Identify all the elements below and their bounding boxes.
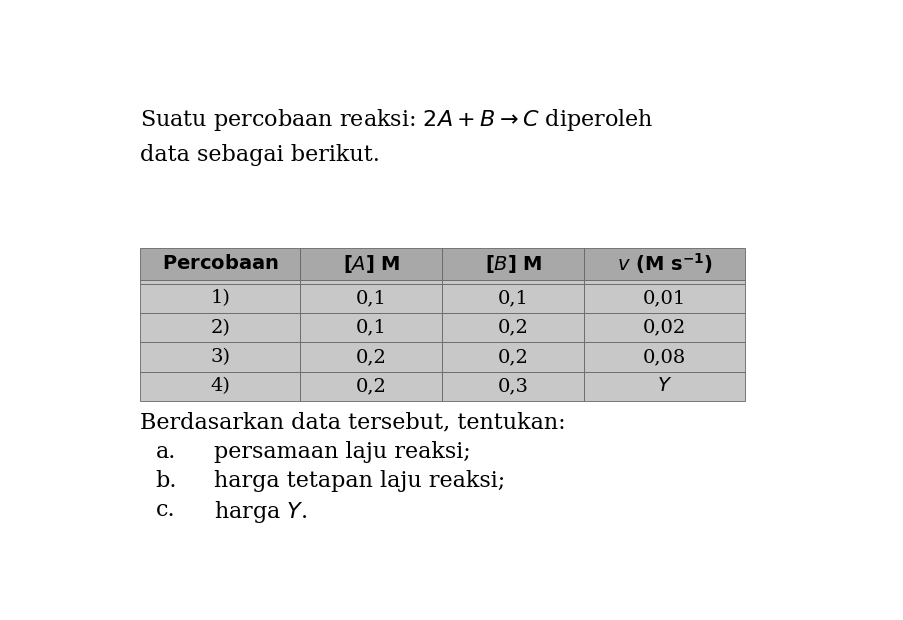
FancyBboxPatch shape [442,342,583,371]
Text: $\bf{[}$$\bf{\mathit{B}}$$\bf{]}$ $\bf{M}$: $\bf{[}$$\bf{\mathit{B}}$$\bf{]}$ $\bf{M… [484,253,542,275]
Text: 0,02: 0,02 [642,319,685,337]
FancyBboxPatch shape [300,280,442,284]
Text: 0,3: 0,3 [498,377,528,396]
FancyBboxPatch shape [583,247,744,280]
Text: 2): 2) [210,319,230,337]
FancyBboxPatch shape [583,313,744,342]
FancyBboxPatch shape [300,371,442,401]
Text: $\mathit{Y}$: $\mathit{Y}$ [656,377,671,396]
Text: 0,2: 0,2 [498,319,528,337]
Text: 0,2: 0,2 [356,348,386,366]
FancyBboxPatch shape [583,342,744,371]
FancyBboxPatch shape [140,313,300,342]
Text: 3): 3) [210,348,230,366]
FancyBboxPatch shape [442,284,583,313]
FancyBboxPatch shape [140,342,300,371]
FancyBboxPatch shape [442,280,583,284]
Text: harga tetapan laju reaksi;: harga tetapan laju reaksi; [213,470,505,492]
FancyBboxPatch shape [300,313,442,342]
Text: 0,2: 0,2 [498,348,528,366]
FancyBboxPatch shape [140,280,300,284]
FancyBboxPatch shape [442,313,583,342]
Text: $\bf{[}$$\bf{\mathit{A}}$$\bf{]}$ $\bf{M}$: $\bf{[}$$\bf{\mathit{A}}$$\bf{]}$ $\bf{M… [342,253,400,275]
Text: 0,08: 0,08 [642,348,685,366]
FancyBboxPatch shape [583,371,744,401]
Text: Suatu percobaan reaksi: $2A + B \rightarrow C$ diperoleh: Suatu percobaan reaksi: $2A + B \rightar… [140,107,653,133]
FancyBboxPatch shape [583,280,744,284]
Text: 1): 1) [210,290,230,308]
FancyBboxPatch shape [140,284,300,313]
Text: 0,01: 0,01 [642,290,685,308]
Text: Berdasarkan data tersebut, tentukan:: Berdasarkan data tersebut, tentukan: [140,412,565,433]
Text: a.: a. [155,441,176,463]
FancyBboxPatch shape [300,342,442,371]
Text: 0,2: 0,2 [356,377,386,396]
Text: persamaan laju reaksi;: persamaan laju reaksi; [213,441,470,463]
FancyBboxPatch shape [300,247,442,280]
Text: harga $Y$.: harga $Y$. [213,500,307,525]
FancyBboxPatch shape [442,247,583,280]
FancyBboxPatch shape [140,371,300,401]
FancyBboxPatch shape [140,247,300,280]
Text: data sebagai berikut.: data sebagai berikut. [140,144,379,166]
Text: 4): 4) [210,377,230,396]
Text: 0,1: 0,1 [498,290,528,308]
Text: c.: c. [155,500,175,521]
Text: $\bf{Percobaan}$: $\bf{Percobaan}$ [162,254,278,273]
FancyBboxPatch shape [583,284,744,313]
Text: b.: b. [155,470,177,492]
FancyBboxPatch shape [442,371,583,401]
Text: $\bf{\mathit{v}}$ $\bf{(M}$ $\bf{s^{-1})}$: $\bf{\mathit{v}}$ $\bf{(M}$ $\bf{s^{-1})… [616,251,712,277]
Text: 0,1: 0,1 [356,290,386,308]
FancyBboxPatch shape [300,284,442,313]
Text: 0,1: 0,1 [356,319,386,337]
